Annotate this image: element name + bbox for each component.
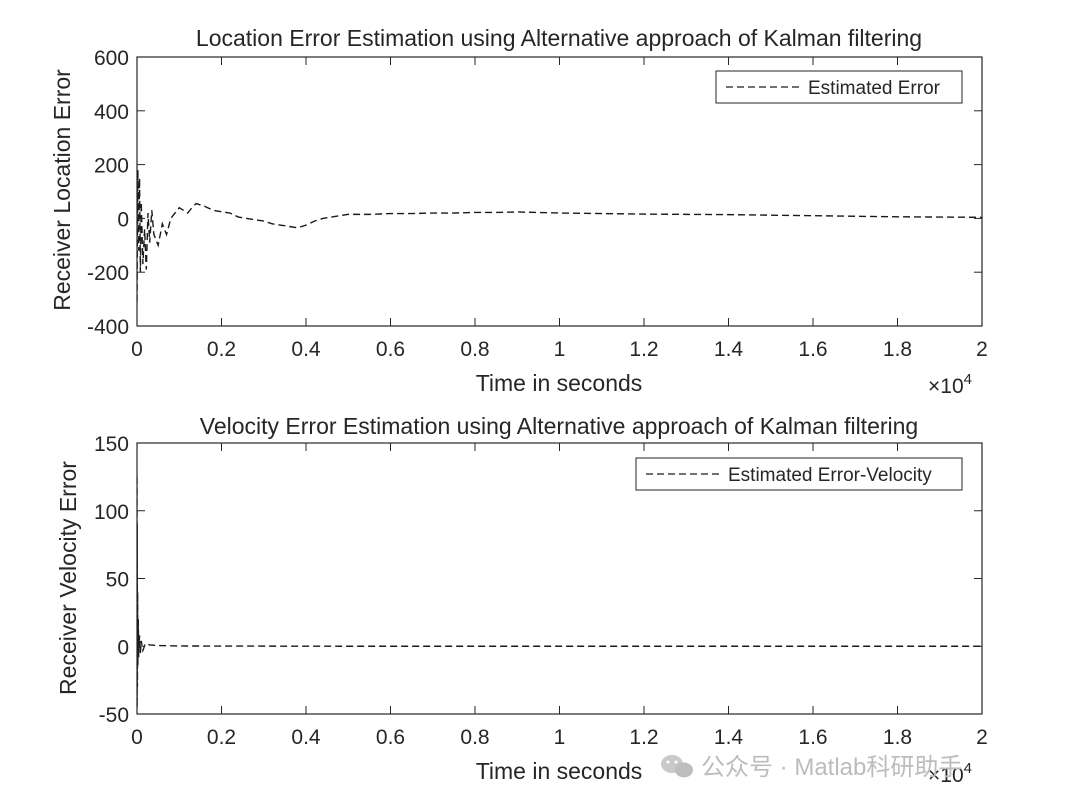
velocity-x-tick-label: 1	[554, 726, 566, 749]
velocity-x-tick-label: 1.8	[883, 726, 912, 749]
location-x-tick-label: 1.8	[883, 338, 912, 361]
location-x-tick-label: 0.2	[207, 338, 236, 361]
velocity-x-tick-label: 1.6	[798, 726, 827, 749]
velocity-x-tick-label: 0.4	[291, 726, 321, 749]
location-y-axis-label: Receiver Location Error	[49, 69, 75, 311]
velocity-x-tick-label: 0.8	[460, 726, 489, 749]
location-y-tick-label: 600	[94, 47, 129, 70]
velocity-x-tick-label: 0	[131, 726, 143, 749]
location-y-tick-label: -400	[87, 316, 129, 339]
watermark: 公众号 · Matlab科研助手	[661, 754, 962, 781]
velocity-x-exponent: ×104	[928, 760, 972, 787]
wechat-icon	[661, 755, 693, 778]
location-x-tick-label: 0.4	[291, 338, 321, 361]
location-y-tick-label: -200	[87, 262, 129, 285]
location-x-exponent: ×104	[928, 371, 972, 398]
velocity-chart-title: Velocity Error Estimation using Alternat…	[200, 413, 918, 439]
location-legend-box	[715, 70, 963, 104]
velocity-x-axis-label: Time in seconds	[476, 758, 643, 784]
watermark-text: 公众号 · Matlab科研助手	[701, 754, 962, 781]
velocity-x-tick-label: 0.2	[207, 726, 236, 749]
velocity-y-tick-label: 150	[94, 433, 129, 456]
location-y-tick-label: 0	[117, 208, 129, 231]
location-y-tick-label: 200	[94, 155, 129, 178]
location-series-line	[137, 169, 982, 302]
velocity-y-tick-label: 100	[94, 501, 129, 524]
velocity-y-axis-label: Receiver Velocity Error	[55, 461, 81, 695]
velocity-x-tick-label: 1.2	[629, 726, 658, 749]
location-legend-label: Estimated Error	[808, 78, 941, 99]
location-error-plot: Location Error Estimation using Alternat…	[49, 25, 988, 398]
location-x-tick-label: 0.6	[376, 338, 405, 361]
location-chart-title: Location Error Estimation using Alternat…	[196, 25, 922, 51]
velocity-x-tick-label: 1.4	[714, 726, 744, 749]
velocity-legend-label: Estimated Error-Velocity	[728, 465, 932, 486]
location-x-tick-label: 1	[554, 338, 566, 361]
location-x-tick-label: 2	[976, 338, 988, 361]
velocity-x-tick-label: 2	[976, 726, 988, 749]
location-x-tick-label: 1.6	[798, 338, 827, 361]
velocity-y-tick-label: 0	[117, 636, 129, 659]
velocity-y-tick-label: -50	[99, 704, 129, 727]
location-x-tick-label: 1.2	[629, 338, 658, 361]
velocity-x-tick-label: 0.6	[376, 726, 405, 749]
location-x-axis-label: Time in seconds	[476, 370, 643, 396]
location-x-tick-label: 0	[131, 338, 143, 361]
velocity-error-plot: Velocity Error Estimation using Alternat…	[55, 413, 988, 787]
velocity-y-tick-label: 50	[106, 569, 129, 592]
location-y-tick-label: 400	[94, 101, 129, 124]
location-x-tick-label: 0.8	[460, 338, 489, 361]
location-x-tick-label: 1.4	[714, 338, 744, 361]
